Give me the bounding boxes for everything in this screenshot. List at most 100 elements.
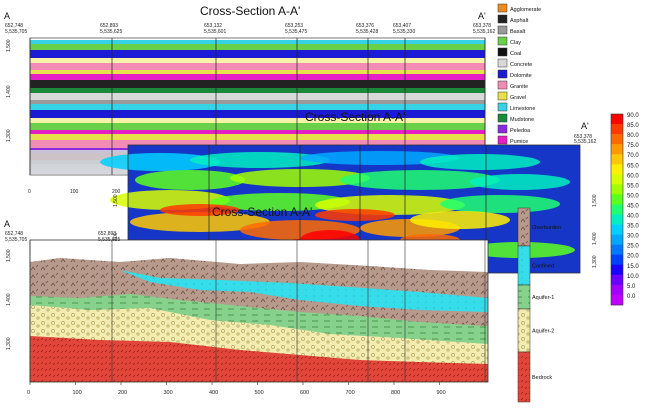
stratigraphy-distance-axis: 0 100 200 300 400 500 600 700 800 900 <box>27 382 446 396</box>
elevation-tick-label: 1,500 <box>6 39 12 52</box>
distance-tick-label: 700 <box>346 390 355 396</box>
lithology-elevation-axis: 1,500 1,400 1,300 <box>6 39 12 142</box>
legend-swatch <box>497 124 508 134</box>
legend-label: Dolomite <box>510 73 532 79</box>
legend-label: Peledoa <box>510 128 531 134</box>
legend-swatch <box>497 80 508 90</box>
distance-tick-label: 900 <box>437 390 446 396</box>
elevation-tick-label: 1,300 <box>592 255 598 268</box>
elevation-tick-label: 1,300 <box>6 129 12 142</box>
lithology-panel: Cross-Section A-A' A A' 652,7485,535,705… <box>4 3 541 195</box>
well-easting: 653,378 <box>473 23 491 29</box>
legend-label: Limestone <box>510 106 535 112</box>
color-scale-label: 40.0 <box>627 214 639 220</box>
resistivity-anomaly <box>300 151 460 165</box>
lithology-well-labels: 652,7485,535,705652,8935,535,625653,1325… <box>5 23 495 35</box>
legend-label: Granite <box>510 84 528 90</box>
strat-unit-swatch <box>517 308 531 353</box>
elevation-tick-label: 1,300 <box>6 337 12 350</box>
lithology-band <box>30 80 485 88</box>
strat-unit-swatch <box>517 207 531 247</box>
resistivity-anomaly <box>160 204 240 216</box>
distance-tick-label: 200 <box>112 189 121 195</box>
distance-tick-label: 600 <box>300 390 309 396</box>
color-scale-swatch <box>611 134 623 145</box>
lithology-band <box>30 110 485 118</box>
color-scale-label: 85.0 <box>627 123 639 129</box>
lithology-title: Cross-Section A-A' <box>200 4 300 18</box>
resistivity-right-well-northing: 5,535,162 <box>574 139 596 145</box>
distance-tick-label: 0 <box>28 189 31 195</box>
legend-swatch <box>497 47 508 57</box>
color-scale-label: 70.0 <box>627 153 639 159</box>
color-scale-swatch <box>611 224 623 235</box>
color-scale-label: 45.0 <box>627 203 639 209</box>
distance-tick-label: 200 <box>118 390 127 396</box>
color-scale-swatch <box>611 184 623 195</box>
color-scale-swatch <box>611 254 623 266</box>
well-easting: 652,748 <box>5 23 23 29</box>
legend-label: Mudstone <box>510 117 534 123</box>
well-easting: 652,893 <box>100 23 118 29</box>
lithology-band <box>30 104 485 110</box>
distance-tick-label: 500 <box>255 390 264 396</box>
color-scale-label: 55.0 <box>627 183 639 189</box>
legend-swatch <box>497 113 508 123</box>
lithology-band <box>30 100 485 104</box>
color-scale-swatch <box>611 144 623 155</box>
color-scale-swatch <box>611 164 623 175</box>
color-scale-swatch <box>611 204 623 215</box>
lithology-band <box>30 123 485 130</box>
distance-tick-label: 300 <box>164 390 173 396</box>
stratigraphy-well-lines <box>29 240 486 382</box>
stratum-bedrock <box>30 336 488 382</box>
well-northing: 5,535,162 <box>473 29 495 35</box>
strat-unit-label: Aquifer-1 <box>532 295 554 301</box>
legend-swatch <box>497 69 508 79</box>
color-scale-swatch <box>611 154 623 165</box>
lithology-band <box>30 63 485 70</box>
resistivity-anomaly <box>135 170 245 190</box>
color-scale-label: 50.0 <box>627 193 639 199</box>
well-easting: 652,893 <box>98 231 116 237</box>
stratigraphic-unit-column: Overburden Confined Aquifer-1 Aquifer-2 Bedr… <box>517 207 561 403</box>
resistivity-title: Cross-Section A-A' <box>305 110 405 124</box>
color-scale-swatch <box>611 124 623 135</box>
well-northing: 5,535,475 <box>285 29 307 35</box>
lithology-band <box>30 93 485 100</box>
legend-label: Coal <box>510 51 521 57</box>
well-easting: 653,376 <box>356 23 374 29</box>
color-scale-label: 25.0 <box>627 244 639 250</box>
strat-unit-label: Overburden <box>532 225 561 231</box>
strat-unit-swatch <box>517 351 531 403</box>
lithology-band <box>30 58 485 63</box>
lithology-band <box>30 44 485 50</box>
lithology-band <box>30 50 485 58</box>
stratum-confined <box>120 270 488 312</box>
stratigraphy-elevation-axis: 1,500 1,400 1,300 <box>6 249 12 350</box>
legend-swatch <box>497 91 508 101</box>
distance-tick-label: 0 <box>27 390 30 396</box>
legend-swatch <box>497 58 508 68</box>
well-northing: 5,535,705 <box>5 29 27 35</box>
color-scale-label: 65.0 <box>627 163 639 169</box>
well-northing: 5,535,330 <box>393 29 415 35</box>
color-scale-swatch <box>611 174 623 185</box>
well-easting: 653,407 <box>393 23 411 29</box>
legend-swatch <box>497 36 508 46</box>
legend-swatch <box>497 102 508 112</box>
strat-unit-label: Confined <box>532 264 554 270</box>
resistivity-anomaly <box>410 211 510 229</box>
lithology-band <box>30 130 485 134</box>
stratigraphy-end-left: A <box>4 219 10 229</box>
color-scale-label: 60.0 <box>627 173 639 179</box>
resistivity-anomaly <box>470 174 570 190</box>
color-scale-swatch <box>611 194 623 205</box>
lithology-end-left: A <box>4 11 10 21</box>
resistivity-anomaly <box>190 152 330 168</box>
color-scale-swatch <box>611 274 623 286</box>
resistivity-anomaly <box>315 209 395 221</box>
well-northing: 5,535,625 <box>98 237 120 243</box>
strat-unit-label: Bedrock <box>532 375 552 381</box>
color-scale-label: 10.0 <box>627 274 639 280</box>
